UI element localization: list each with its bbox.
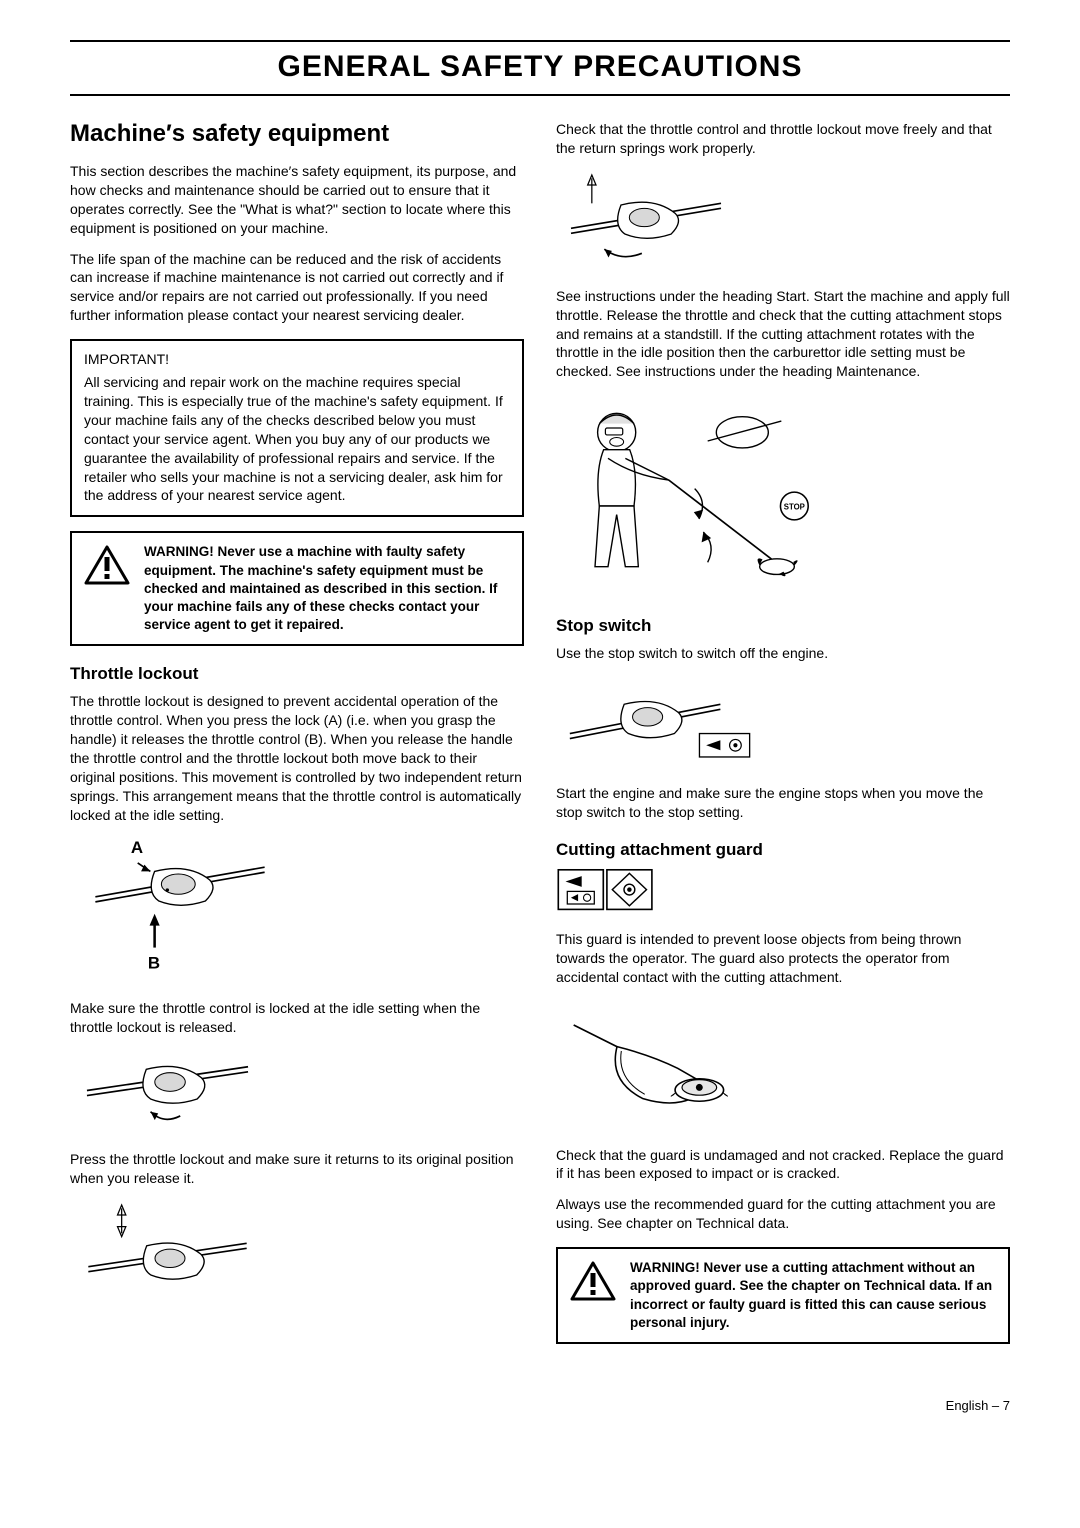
label-b: B	[148, 953, 160, 972]
throttle-figure-3	[70, 1200, 524, 1305]
right-column: Check that the throttle control and thro…	[556, 120, 1010, 1358]
section-heading: Machine′s safety equipment	[70, 120, 524, 148]
subsection-heading: Cutting attachment guard	[556, 840, 1010, 860]
stop-switch-figure	[556, 675, 1010, 772]
body-text: This guard is intended to prevent loose …	[556, 930, 1010, 987]
body-text: See instructions under the heading Start…	[556, 287, 1010, 381]
page-title: GENERAL SAFETY PRECAUTIONS	[70, 40, 1010, 96]
operator-figure: STOP	[556, 393, 1010, 598]
body-text: Make sure the throttle control is locked…	[70, 999, 524, 1037]
body-text: Use the stop switch to switch off the en…	[556, 644, 1010, 663]
content-columns: Machine′s safety equipment This section …	[70, 120, 1010, 1358]
body-text: Check that the guard is undamaged and no…	[556, 1146, 1010, 1184]
body-text: Start the engine and make sure the engin…	[556, 784, 1010, 822]
important-label: IMPORTANT!	[84, 351, 510, 367]
throttle-figure-4	[556, 170, 1010, 275]
body-text: The life span of the machine can be redu…	[70, 250, 524, 326]
warning-text: WARNING! Never use a machine with faulty…	[144, 543, 510, 634]
warning-box: WARNING! Never use a machine with faulty…	[70, 531, 524, 646]
warning-icon	[570, 1261, 616, 1306]
footer-lang: English	[946, 1398, 989, 1413]
body-text: This section describes the machine′s saf…	[70, 162, 524, 238]
page-footer: English – 7	[70, 1398, 1010, 1413]
body-text: Always use the recommended guard for the…	[556, 1195, 1010, 1233]
throttle-figure-ab: A B	[70, 837, 524, 987]
guard-icon-figure	[556, 868, 1010, 918]
body-text: The throttle lockout is designed to prev…	[70, 692, 524, 824]
warning-box: WARNING! Never use a cutting attachment …	[556, 1247, 1010, 1344]
body-text: Check that the throttle control and thro…	[556, 120, 1010, 158]
stop-label: STOP	[784, 503, 805, 512]
warning-icon	[84, 545, 130, 590]
label-a: A	[131, 837, 143, 856]
throttle-figure-2	[70, 1048, 524, 1138]
important-box: IMPORTANT! All servicing and repair work…	[70, 339, 524, 517]
body-text: Press the throttle lockout and make sure…	[70, 1150, 524, 1188]
footer-page: 7	[1003, 1398, 1010, 1413]
guard-figure	[556, 999, 1010, 1134]
warning-text: WARNING! Never use a cutting attachment …	[630, 1259, 996, 1332]
subsection-heading: Stop switch	[556, 616, 1010, 636]
left-column: Machine′s safety equipment This section …	[70, 120, 524, 1358]
subsection-heading: Throttle lockout	[70, 664, 524, 684]
important-text: All servicing and repair work on the mac…	[84, 373, 510, 505]
